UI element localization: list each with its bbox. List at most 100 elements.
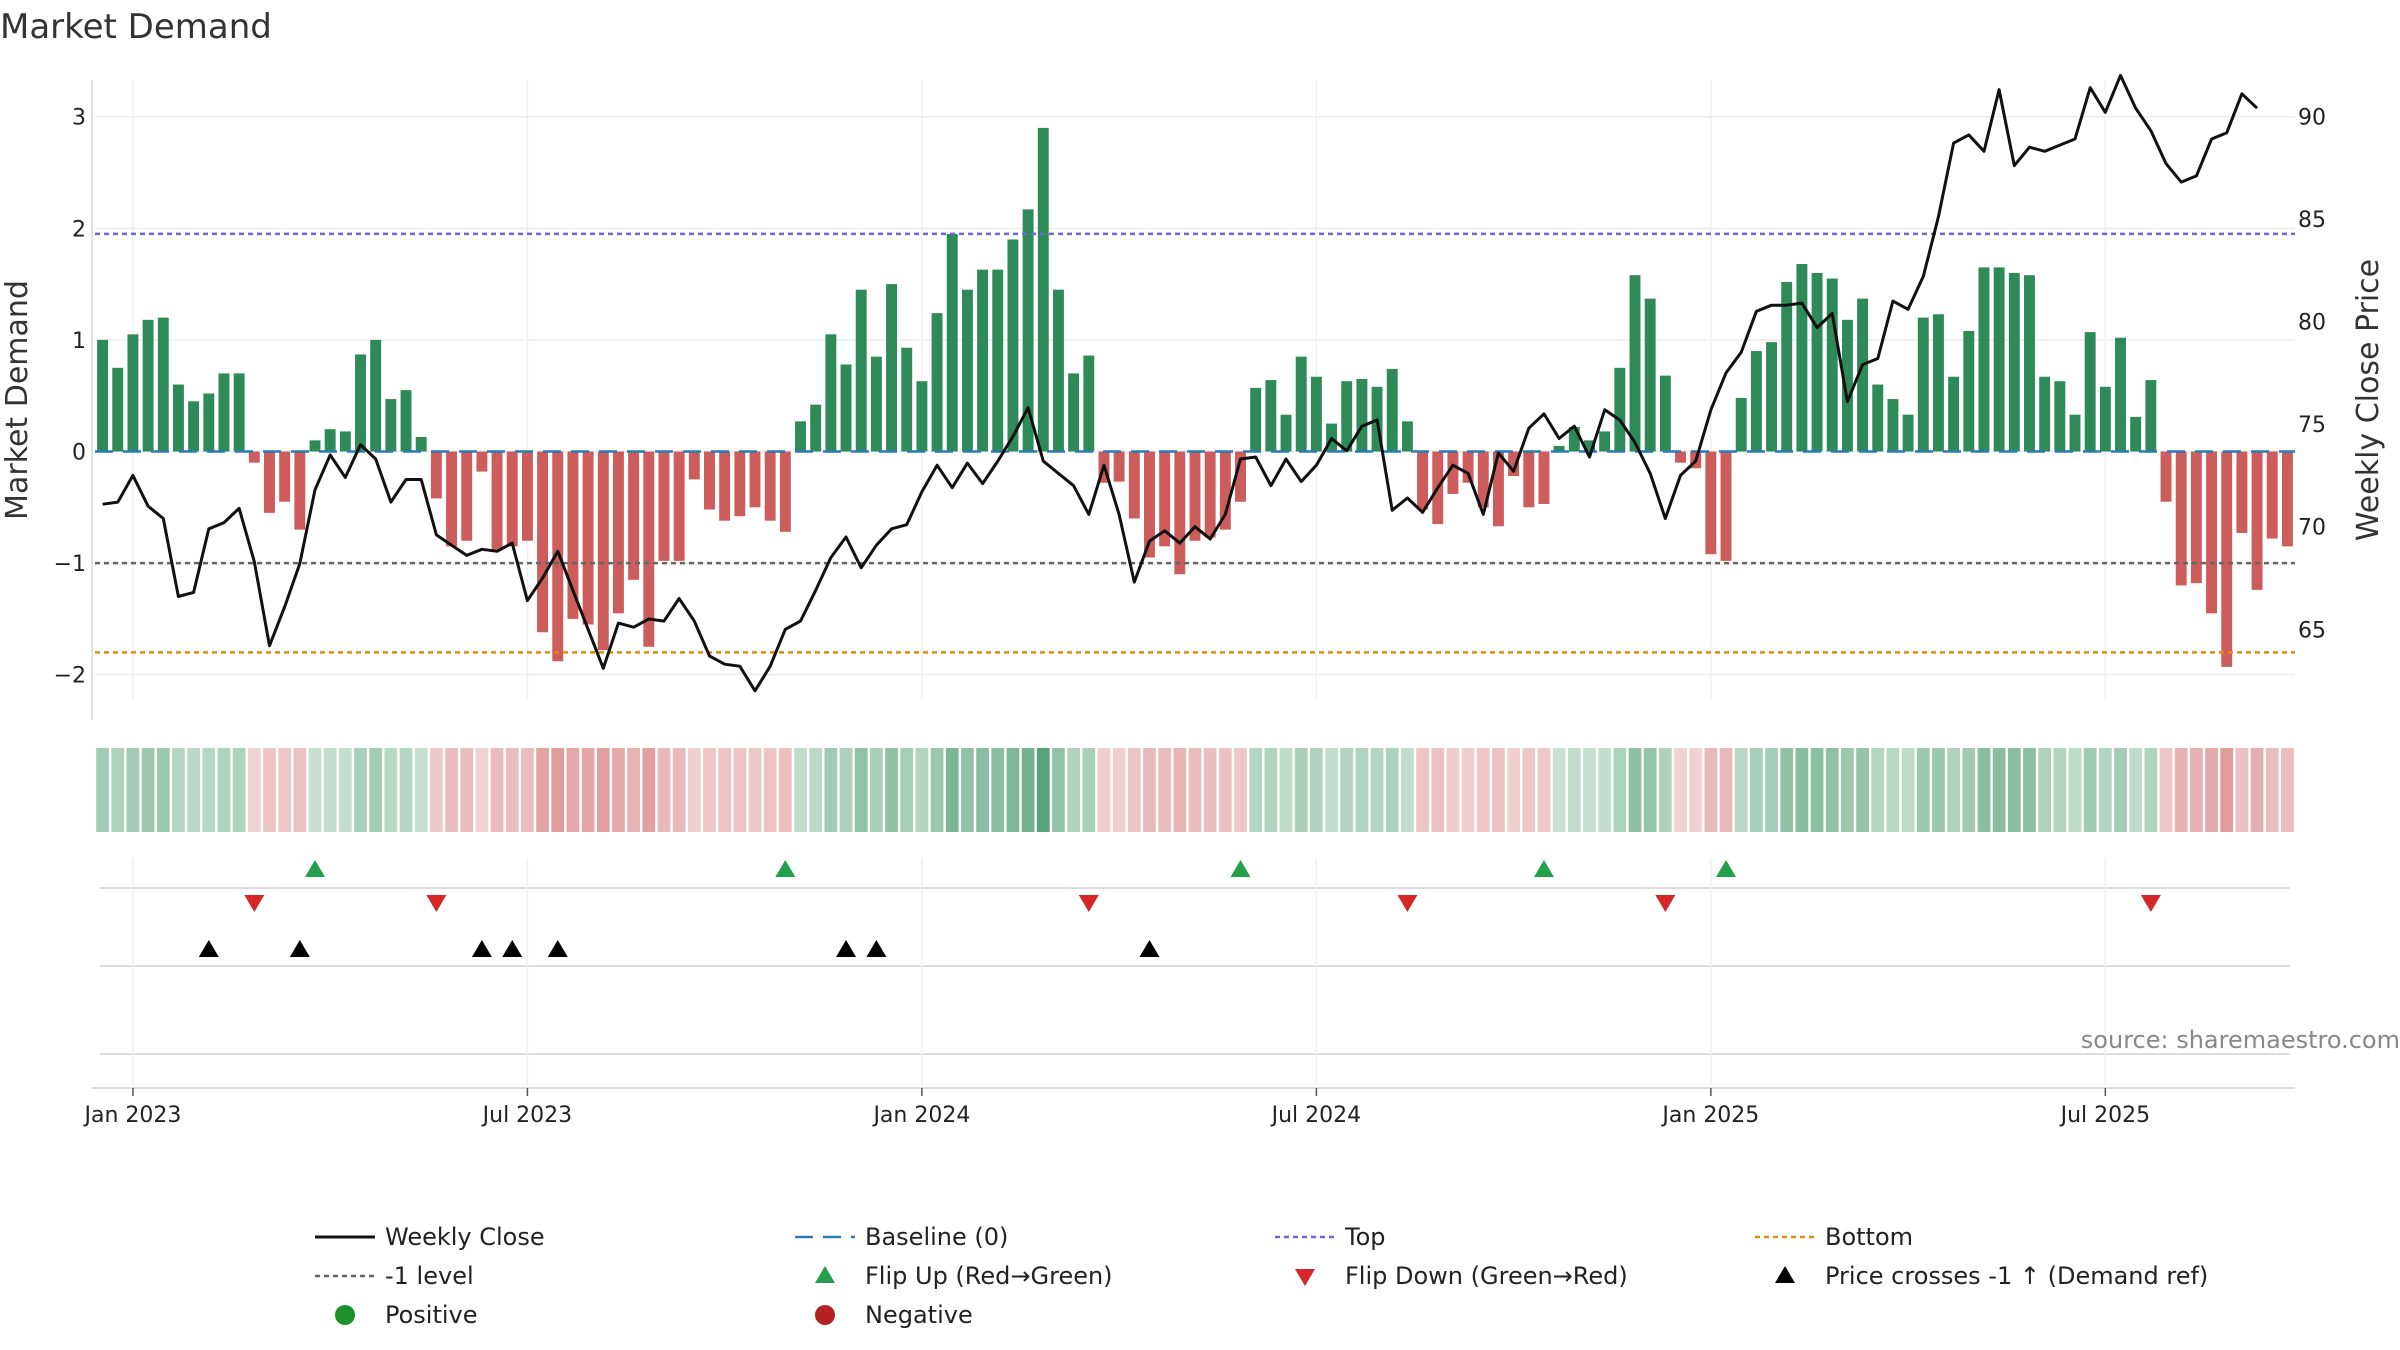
bar-negative (491, 451, 503, 550)
demand-bars (97, 127, 2293, 667)
bar-positive (142, 319, 154, 452)
heat-cell (915, 748, 929, 832)
bar-negative (552, 451, 564, 662)
heat-cell (399, 748, 413, 832)
bar-positive (977, 269, 989, 452)
heat-cell (278, 748, 292, 832)
bar-negative (2175, 451, 2187, 586)
heat-cell (1765, 748, 1778, 832)
bar-positive (931, 313, 943, 452)
legend-item: -1 level (315, 1262, 474, 1290)
bar-positive (1750, 351, 1762, 452)
bar-negative (628, 451, 640, 580)
y2-tick-label: 85 (2298, 208, 2326, 233)
flip-up-marker (305, 860, 325, 877)
bar-negative (1235, 451, 1246, 502)
heat-cell (1841, 748, 1854, 832)
bar-negative (597, 451, 609, 651)
heat-cell (430, 748, 443, 832)
y2-tick-label: 90 (2298, 105, 2326, 130)
weekly-close-line (102, 73, 2259, 693)
bar-negative (2190, 451, 2202, 584)
bar-negative (1174, 451, 1186, 575)
bar-negative (446, 451, 458, 547)
heat-cell (172, 748, 185, 832)
bar-positive (1401, 421, 1413, 452)
flip-down-marker (1655, 895, 1676, 912)
chart-title: Market Demand (0, 7, 272, 47)
bar-positive (203, 393, 215, 452)
heat-cell (1886, 748, 1900, 832)
bar-positive (1068, 373, 1080, 452)
heat-cell (809, 748, 823, 832)
bar-negative (1720, 451, 1732, 561)
bar-negative (2251, 451, 2263, 590)
bar-negative (1447, 451, 1459, 494)
heat-cell (1461, 748, 1475, 832)
heat-cell (566, 748, 580, 832)
heat-cell (2023, 748, 2036, 832)
legend-item: Negative (815, 1301, 973, 1329)
bar-negative (2206, 451, 2218, 614)
bar-positive (901, 347, 913, 452)
heat-cell (703, 748, 716, 832)
heat-cell (521, 748, 534, 832)
bar-positive (112, 367, 124, 452)
heat-cell (111, 748, 125, 832)
bar-negative (430, 451, 442, 499)
bar-positive (1007, 239, 1019, 452)
bar-negative (658, 451, 670, 561)
bar-positive (2008, 272, 2020, 452)
heat-cell (1310, 748, 1323, 832)
bar-negative (1219, 451, 1231, 530)
heat-cell (1476, 748, 1490, 832)
heat-cell (202, 748, 216, 832)
bar-negative (2221, 451, 2233, 667)
bar-negative (1477, 451, 1489, 508)
x-tick-label: Jan 2024 (871, 1103, 970, 1128)
bar-positive (1599, 431, 1611, 452)
x-tick-label: Jul 2025 (2059, 1103, 2151, 1128)
bar-negative (1675, 451, 1686, 463)
bar-negative (2266, 451, 2278, 539)
heat-cell (1370, 748, 1384, 832)
bar-negative (476, 451, 488, 472)
bar-positive (1887, 399, 1899, 452)
bar-positive (1568, 426, 1580, 452)
heat-cell (885, 748, 898, 832)
bar-positive (946, 233, 958, 452)
heat-cell (1856, 748, 1869, 832)
bar-negative (749, 451, 761, 508)
y-tick-label: 0 (72, 441, 86, 466)
heat-cell (1249, 748, 1263, 832)
bar-negative (1128, 451, 1140, 519)
flip-up-marker (1533, 860, 1554, 877)
heat-cell (551, 748, 565, 832)
heat-cell (1325, 748, 1338, 832)
bar-negative (734, 451, 746, 517)
heat-cell (672, 748, 686, 832)
bar-positive (1022, 209, 1034, 452)
bar-negative (1462, 451, 1474, 483)
heat-cell (308, 748, 322, 832)
heat-cell (763, 748, 777, 832)
heat-cell (263, 748, 276, 832)
legend-label: Top (1344, 1223, 1386, 1251)
heat-cell (1492, 748, 1505, 832)
legend-label: Positive (385, 1301, 478, 1329)
heat-cell (536, 748, 549, 832)
heat-cell (1780, 748, 1794, 832)
bar-positive (157, 317, 169, 452)
heat-cell (1643, 748, 1657, 832)
heat-cell (2114, 748, 2127, 832)
heat-cell (657, 748, 671, 832)
bar-positive (1356, 378, 1368, 452)
heat-cell (1522, 748, 1536, 832)
price-cross-marker (1139, 940, 1160, 957)
heat-cell (976, 748, 989, 832)
bar-negative (1508, 451, 1520, 477)
legend-label: Baseline (0) (865, 1223, 1008, 1251)
y-tick-label: 1 (72, 329, 86, 354)
x-tick-label: Jul 2023 (481, 1103, 573, 1128)
